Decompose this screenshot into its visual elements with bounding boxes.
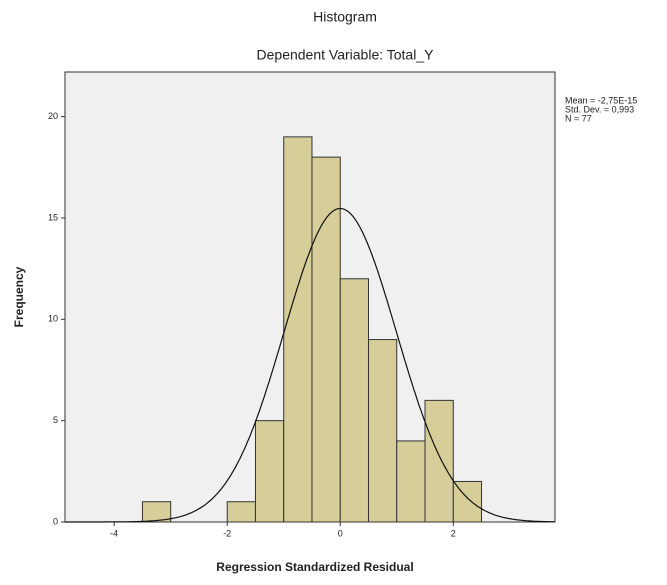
bar	[368, 340, 396, 522]
bar	[284, 137, 312, 522]
chart-subtitle: Dependent Variable: Total_Y	[257, 47, 435, 63]
chart: Histogram Dependent Variable: Total_Y Re…	[0, 0, 667, 580]
y-tick-label: 0	[53, 516, 58, 526]
chart-title: Histogram	[313, 9, 377, 25]
bar	[340, 279, 368, 522]
stat-n: N = 77	[565, 113, 592, 123]
x-tick-label: 0	[338, 528, 343, 538]
x-tick-label: -2	[223, 528, 231, 538]
bar	[227, 502, 255, 522]
y-tick-label: 20	[48, 111, 58, 121]
y-tick-label: 10	[48, 314, 58, 324]
y-tick-label: 5	[53, 415, 58, 425]
bar	[312, 157, 340, 522]
x-tick-label: -4	[110, 528, 118, 538]
bar	[425, 400, 453, 522]
y-axis-label: Frequency	[12, 266, 26, 327]
y-tick-label: 15	[48, 212, 58, 222]
x-axis-label: Regression Standardized Residual	[216, 560, 413, 574]
bar	[255, 421, 283, 522]
bar	[397, 441, 425, 522]
x-tick-label: 2	[451, 528, 456, 538]
